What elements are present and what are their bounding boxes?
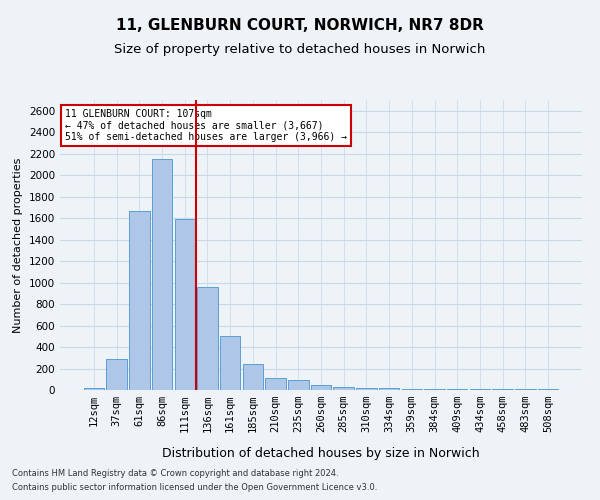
Bar	[175, 219, 195, 390]
Bar	[470, 389, 490, 390]
Y-axis label: Number of detached properties: Number of detached properties	[13, 158, 23, 332]
Bar	[288, 380, 308, 390]
Bar	[242, 364, 263, 390]
Bar	[106, 359, 127, 390]
Bar	[220, 336, 241, 390]
Bar	[334, 387, 354, 390]
Bar	[401, 388, 422, 390]
Bar	[152, 159, 172, 390]
Bar	[379, 388, 400, 390]
Bar	[129, 210, 149, 390]
Text: Contains HM Land Registry data © Crown copyright and database right 2024.: Contains HM Land Registry data © Crown c…	[12, 468, 338, 477]
Text: 11, GLENBURN COURT, NORWICH, NR7 8DR: 11, GLENBURN COURT, NORWICH, NR7 8DR	[116, 18, 484, 32]
Bar	[424, 388, 445, 390]
Bar	[311, 385, 331, 390]
Bar	[538, 389, 558, 390]
Bar	[84, 388, 104, 390]
Text: Size of property relative to detached houses in Norwich: Size of property relative to detached ho…	[115, 42, 485, 56]
Text: Contains public sector information licensed under the Open Government Licence v3: Contains public sector information licen…	[12, 484, 377, 492]
Bar	[265, 378, 286, 390]
Bar	[197, 287, 218, 390]
Bar	[356, 388, 377, 390]
Bar	[447, 389, 467, 390]
Text: Distribution of detached houses by size in Norwich: Distribution of detached houses by size …	[162, 448, 480, 460]
Text: 11 GLENBURN COURT: 107sqm
← 47% of detached houses are smaller (3,667)
51% of se: 11 GLENBURN COURT: 107sqm ← 47% of detac…	[65, 108, 347, 142]
